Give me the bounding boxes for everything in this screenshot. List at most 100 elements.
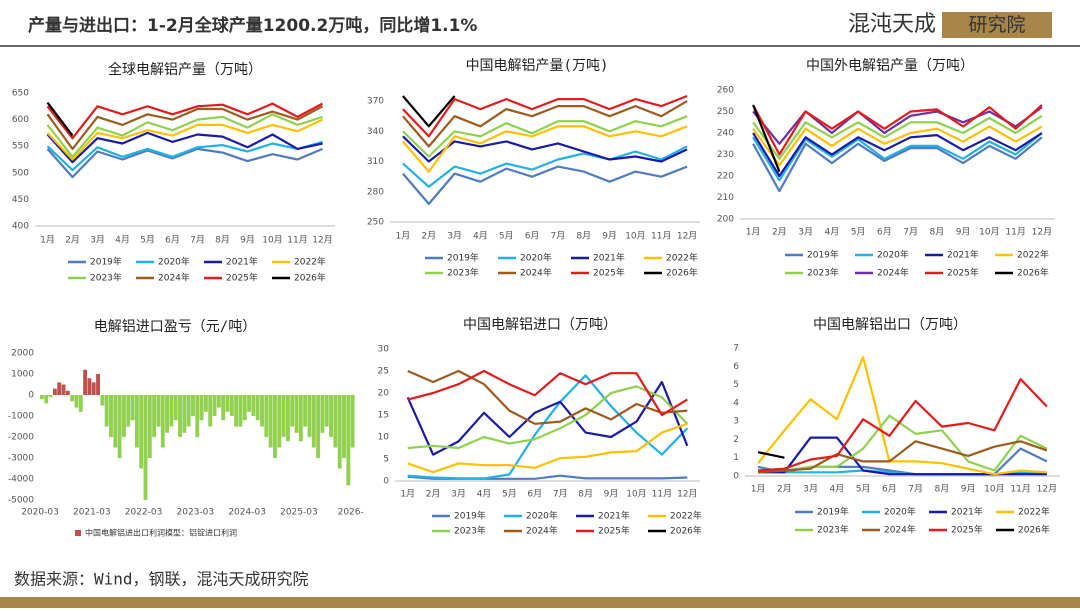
legend-label: 2019年 <box>447 252 479 264</box>
y-tick-label: 280 <box>367 187 384 197</box>
x-tick-label: 10月 <box>979 227 999 238</box>
bar <box>195 395 200 437</box>
y-tick-label: 370 <box>367 97 384 107</box>
series-line <box>402 165 688 205</box>
logo-box-text: 研究院 <box>968 14 1025 36</box>
bar <box>320 395 325 433</box>
bar <box>48 395 53 398</box>
y-tick-label: 15 <box>378 411 389 421</box>
series-line <box>46 140 323 172</box>
x-tick-label: 9月 <box>602 231 617 242</box>
x-tick-label: 2024-03 <box>228 508 266 518</box>
y-tick-label: -1000 <box>8 412 34 422</box>
bar <box>277 395 282 448</box>
legend-label: 2022年 <box>294 256 326 268</box>
x-tick-label: 2月 <box>426 489 441 500</box>
y-tick-label: 200 <box>717 215 734 225</box>
y-tick-label: 250 <box>717 107 734 117</box>
bar <box>156 395 161 427</box>
bar <box>100 395 105 406</box>
series-line <box>46 105 324 150</box>
x-tick-label: 10月 <box>984 484 1004 495</box>
bar <box>134 395 139 448</box>
x-tick-label: 12月 <box>1037 484 1057 495</box>
footer-bar <box>0 597 1080 608</box>
legend-label: 2026年 <box>294 272 326 284</box>
x-tick-label: 9月 <box>240 235 255 246</box>
legend-label: 2020年 <box>520 252 552 264</box>
legend-label: 2024年 <box>526 525 558 537</box>
x-tick-label: 6月 <box>882 484 897 495</box>
legend-label: 2025年 <box>951 524 983 536</box>
bar <box>61 384 66 395</box>
chart-title: 中国电解铝出口（万吨） <box>813 317 967 333</box>
bar <box>225 395 230 412</box>
x-tick-label: 10月 <box>625 231 645 242</box>
series-line <box>752 114 1043 160</box>
bar <box>273 395 277 458</box>
y-tick-label: 0 <box>383 477 389 487</box>
y-tick-label: 600 <box>12 115 29 125</box>
bar <box>212 395 217 416</box>
series-line <box>407 385 689 450</box>
bar <box>165 395 170 433</box>
x-tick-label: 10月 <box>262 235 282 246</box>
bar <box>126 395 131 427</box>
legend-label: 2021年 <box>598 510 630 522</box>
x-tick-label: 2月 <box>421 231 436 242</box>
series-line <box>46 102 324 140</box>
bar <box>255 395 260 421</box>
legend-label: 2025年 <box>598 525 630 537</box>
x-tick-label: 4月 <box>825 227 840 238</box>
bar <box>143 395 148 500</box>
bar <box>87 378 92 395</box>
y-tick-label: -3000 <box>8 454 34 464</box>
series-line <box>752 104 781 173</box>
bar <box>216 395 221 408</box>
x-tick-label: 11月 <box>1005 227 1025 238</box>
legend-label: 2023年 <box>807 267 839 279</box>
x-tick-label: 3月 <box>451 489 466 500</box>
bar <box>337 395 342 469</box>
y-tick-label: 2 <box>733 435 739 445</box>
bar <box>65 390 70 395</box>
y-tick-label: 6 <box>733 362 739 372</box>
legend-label: 2021年 <box>947 249 979 261</box>
bar <box>285 395 290 442</box>
x-tick-label: 4月 <box>473 231 488 242</box>
bar <box>52 388 57 395</box>
legend-label: 2020年 <box>884 506 916 518</box>
y-tick-label: 10 <box>378 433 390 443</box>
bar <box>40 395 44 400</box>
bar <box>160 395 165 448</box>
legend-label: 2021年 <box>951 506 983 518</box>
bar <box>178 395 182 437</box>
slide-title: 产量与进出口：1-2月全球产量1200.2万吨，同比增1.1% <box>28 15 477 36</box>
series-line <box>46 118 323 161</box>
y-tick-label: 1000 <box>11 370 34 380</box>
legend-label: 2026年 <box>1017 267 1049 279</box>
x-tick-label: 12月 <box>677 489 697 500</box>
y-tick-label: 260 <box>717 86 734 96</box>
y-tick-label: 5 <box>383 455 389 465</box>
chart-title: 电解铝进口盈亏（元/吨） <box>94 319 256 335</box>
bar <box>242 395 247 421</box>
legend-label: 2023年 <box>447 267 479 279</box>
x-tick-label: 2月 <box>65 235 80 246</box>
x-tick-label: 4月 <box>115 235 130 246</box>
y-tick-label: 0 <box>733 472 739 482</box>
x-tick-label: 6月 <box>877 227 892 238</box>
bar <box>152 395 157 437</box>
series-line <box>752 136 1043 193</box>
y-tick-label: 20 <box>378 389 390 399</box>
legend-label: 2024年 <box>520 267 552 279</box>
y-tick-label: 4 <box>733 398 739 408</box>
legend-swatch <box>75 530 81 536</box>
x-tick-label: 3月 <box>90 235 105 246</box>
x-tick-label: 12月 <box>312 235 332 246</box>
y-tick-label: 2000 <box>11 349 34 359</box>
bar <box>303 395 308 427</box>
bar <box>57 382 62 395</box>
legend-label: 2019年 <box>817 506 849 518</box>
